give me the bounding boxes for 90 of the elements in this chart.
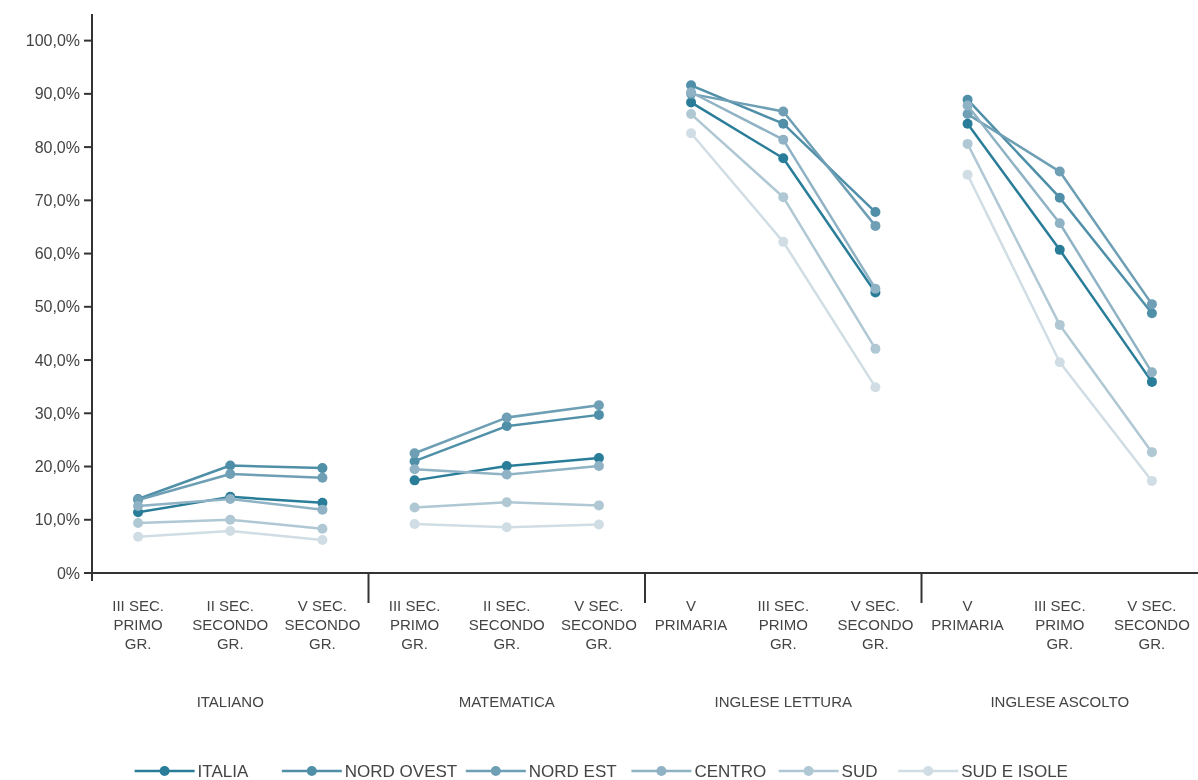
point <box>962 138 973 149</box>
point <box>409 448 420 459</box>
x-tick-label: II SEC. SECONDO GR. <box>192 597 269 652</box>
point <box>870 283 881 294</box>
x-tick-label: V SEC. SECONDO GR. <box>1113 597 1190 652</box>
point <box>593 500 604 511</box>
point <box>133 531 144 542</box>
legend-label: NORD EST <box>528 761 617 780</box>
point <box>1054 244 1065 255</box>
x-tick-label: V PRIMARIA <box>654 597 728 633</box>
point <box>962 100 973 111</box>
x-tick-label: III SEC. PRIMO GR. <box>1033 597 1086 652</box>
point <box>593 409 604 420</box>
x-tick-label: V PRIMARIA <box>931 597 1004 633</box>
y-tick-label: 70,0% <box>34 191 80 209</box>
point <box>686 109 697 120</box>
point <box>1146 376 1157 387</box>
y-tick-label: 60,0% <box>34 245 80 263</box>
point <box>1146 308 1157 319</box>
point <box>1146 475 1157 486</box>
point <box>593 460 604 471</box>
point <box>225 460 236 471</box>
point <box>778 134 789 145</box>
point <box>501 497 512 508</box>
point <box>501 522 512 533</box>
point <box>225 525 236 536</box>
text: INGLESE LETTURA <box>714 693 853 710</box>
point <box>133 517 144 528</box>
point <box>870 207 881 218</box>
point <box>409 464 420 475</box>
point <box>593 519 604 530</box>
y-tick-label: 80,0% <box>34 138 80 156</box>
point <box>317 534 328 545</box>
point <box>686 128 697 139</box>
point <box>501 460 512 471</box>
y-tick-label: 100,0% <box>25 32 80 50</box>
point <box>409 502 420 513</box>
y-tick-label: 10,0% <box>34 511 80 529</box>
point <box>1054 218 1065 229</box>
text: MATEMATICA <box>458 693 555 710</box>
point <box>870 382 881 393</box>
point <box>870 220 881 231</box>
point <box>870 343 881 354</box>
point <box>1054 166 1065 177</box>
y-tick-label: 30,0% <box>34 404 80 422</box>
point <box>501 412 512 423</box>
point <box>1054 319 1065 330</box>
x-tick-label: III SEC. PRIMO GR. <box>757 597 810 652</box>
point <box>133 500 144 511</box>
point <box>778 118 789 129</box>
point <box>225 514 236 525</box>
point <box>317 463 328 474</box>
point <box>593 400 604 411</box>
point <box>1146 447 1157 458</box>
point <box>1146 367 1157 378</box>
point <box>1146 299 1157 310</box>
point <box>962 169 973 180</box>
point <box>317 523 328 534</box>
point <box>225 468 236 479</box>
point <box>778 192 789 203</box>
legend-label: SUD <box>841 761 878 780</box>
y-tick-label: 40,0% <box>34 351 80 369</box>
point <box>409 475 420 486</box>
y-tick-label: 90,0% <box>34 85 80 103</box>
x-tick-label: III SEC. PRIMO GR. <box>388 597 441 652</box>
y-tick-label: 50,0% <box>34 298 80 316</box>
point <box>962 118 973 129</box>
legend-label: CENTRO <box>694 761 767 780</box>
x-tick-label: III SEC. PRIMO GR. <box>112 597 164 652</box>
point <box>778 106 789 117</box>
legend-label: NORD OVEST <box>344 761 458 780</box>
point <box>778 153 789 164</box>
x-tick-label: II SEC. SECONDO GR. <box>468 597 545 652</box>
text: INGLESE ASCOLTO <box>990 693 1130 710</box>
point <box>778 236 789 247</box>
point <box>501 421 512 432</box>
x-tick-label: V SEC. SECONDO GR. <box>560 597 637 652</box>
point <box>317 504 328 515</box>
x-tick-label: V SEC. SECONDO GR. <box>284 597 361 652</box>
x-tick-label: V SEC. SECONDO GR. <box>837 597 914 652</box>
y-tick-label: 0% <box>56 564 80 582</box>
point <box>409 519 420 530</box>
text: ITALIANO <box>196 693 264 710</box>
point <box>1054 357 1065 368</box>
y-tick-label: 20,0% <box>34 458 80 476</box>
point <box>317 472 328 483</box>
legend-label: ITALIA <box>197 761 249 780</box>
point <box>501 469 512 480</box>
legend-label: SUD E ISOLE <box>961 761 1068 780</box>
point <box>1054 192 1065 203</box>
